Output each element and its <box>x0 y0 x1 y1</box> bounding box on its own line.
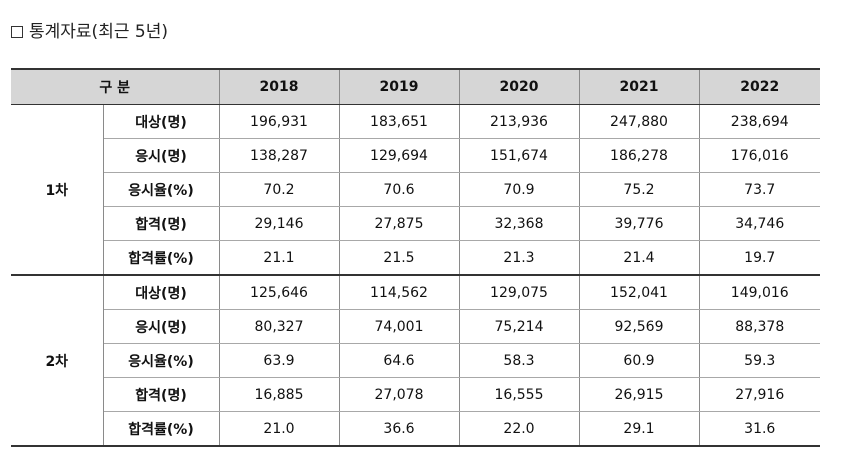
table-cell: 149,016 <box>698 275 820 310</box>
table-cell: 60.9 <box>578 343 700 378</box>
header-year: 2020 <box>458 68 580 105</box>
table-cell: 34,746 <box>698 206 820 241</box>
table-cell: 21.0 <box>218 411 340 447</box>
table-cell: 129,075 <box>458 275 580 310</box>
table-row: 1차 대상(명) 196,931 183,651 213,936 247,880 238,6… <box>11 104 820 276</box>
table-cell: 114,562 <box>338 275 460 310</box>
table-body: 1차 대상(명) 196,931 183,651 213,936 247,880 238,6… <box>11 104 820 447</box>
table-cell: 70.9 <box>458 172 580 207</box>
table-cell: 176,016 <box>698 138 820 173</box>
table-row: 2차 대상(명) 125,646 114,562 129,075 152,041 149,0… <box>11 275 820 447</box>
header-year: 2022 <box>698 68 820 105</box>
table-cell: 31.6 <box>698 411 820 447</box>
table-row: 합격(명) 16,885 27,078 16,555 26,915 27,916 <box>11 377 820 412</box>
header-row: 구 분 2018 2019 2020 2021 2022 <box>11 68 820 105</box>
row-label: 합격률(%) <box>103 411 220 447</box>
row-label: 응시(명) <box>103 138 220 173</box>
table-cell: 75.2 <box>578 172 700 207</box>
table-cell: 88,378 <box>698 309 820 344</box>
table-cell: 21.3 <box>458 240 580 276</box>
row-label: 응시율(%) <box>103 172 220 207</box>
section-title-text: 통계자료(최근 5년) <box>29 22 168 42</box>
table-cell: 29.1 <box>578 411 700 447</box>
table-cell: 186,278 <box>578 138 700 173</box>
row-label: 합격(명) <box>103 206 220 241</box>
table-row: 응시(명) 80,327 74,001 75,214 92,569 88,378 <box>11 309 820 344</box>
table-cell: 63.9 <box>218 343 340 378</box>
group-label: 1차 <box>11 104 104 276</box>
table-row: 합격률(%) 21.1 21.5 21.3 21.4 19.7 <box>11 240 820 276</box>
table-cell: 74,001 <box>338 309 460 344</box>
checkbox-square-icon <box>11 26 23 38</box>
table-cell: 247,880 <box>578 104 700 139</box>
table-cell: 22.0 <box>458 411 580 447</box>
table-row: 응시율(%) 70.2 70.6 70.9 75.2 73.7 <box>11 172 820 207</box>
table-cell: 21.4 <box>578 240 700 276</box>
table-cell: 32,368 <box>458 206 580 241</box>
table-cell: 238,694 <box>698 104 820 139</box>
table-cell: 19.7 <box>698 240 820 276</box>
row-label: 합격률(%) <box>103 240 220 276</box>
statistics-table: 구 분 2018 2019 2020 2021 2022 1차 대상(명) 196,… <box>11 68 820 447</box>
table-cell: 21.1 <box>218 240 340 276</box>
table-row: 합격(명) 29,146 27,875 32,368 39,776 34,746 <box>11 206 820 241</box>
table-cell: 16,885 <box>218 377 340 412</box>
table-cell: 29,146 <box>218 206 340 241</box>
header-year: 2018 <box>218 68 340 105</box>
table-cell: 196,931 <box>218 104 340 139</box>
section-title: 통계자료(최근 5년) <box>11 17 168 42</box>
table-cell: 73.7 <box>698 172 820 207</box>
row-label: 응시(명) <box>103 309 220 344</box>
table-cell: 183,651 <box>338 104 460 139</box>
table-cell: 151,674 <box>458 138 580 173</box>
table-cell: 59.3 <box>698 343 820 378</box>
row-label: 응시율(%) <box>103 343 220 378</box>
table-cell: 27,916 <box>698 377 820 412</box>
table-cell: 16,555 <box>458 377 580 412</box>
row-label: 합격(명) <box>103 377 220 412</box>
header-year: 2021 <box>578 68 700 105</box>
header-year: 2019 <box>338 68 460 105</box>
table-cell: 70.2 <box>218 172 340 207</box>
row-label: 대상(명) <box>102 275 220 310</box>
table-cell: 152,041 <box>578 275 700 310</box>
table-cell: 39,776 <box>578 206 700 241</box>
table-cell: 27,078 <box>338 377 460 412</box>
table-cell: 70.6 <box>338 172 460 207</box>
table-cell: 27,875 <box>338 206 460 241</box>
table-cell: 36.6 <box>338 411 460 447</box>
table-cell: 129,694 <box>338 138 460 173</box>
row-label: 대상(명) <box>102 104 220 139</box>
table-row: 응시(명) 138,287 129,694 151,674 186,278 176,016 <box>11 138 820 173</box>
table-cell: 80,327 <box>218 309 340 344</box>
table-cell: 125,646 <box>218 275 340 310</box>
table-row: 합격률(%) 21.0 36.6 22.0 29.1 31.6 <box>11 411 820 447</box>
table-cell: 26,915 <box>578 377 700 412</box>
table-cell: 92,569 <box>578 309 700 344</box>
group-label: 2차 <box>11 275 104 447</box>
table-row: 응시율(%) 63.9 64.6 58.3 60.9 59.3 <box>11 343 820 378</box>
table-cell: 64.6 <box>338 343 460 378</box>
header-category: 구 분 <box>11 68 220 105</box>
table-cell: 138,287 <box>218 138 340 173</box>
table-cell: 21.5 <box>338 240 460 276</box>
table-cell: 58.3 <box>458 343 580 378</box>
table-cell: 75,214 <box>458 309 580 344</box>
table-cell: 213,936 <box>458 104 580 139</box>
